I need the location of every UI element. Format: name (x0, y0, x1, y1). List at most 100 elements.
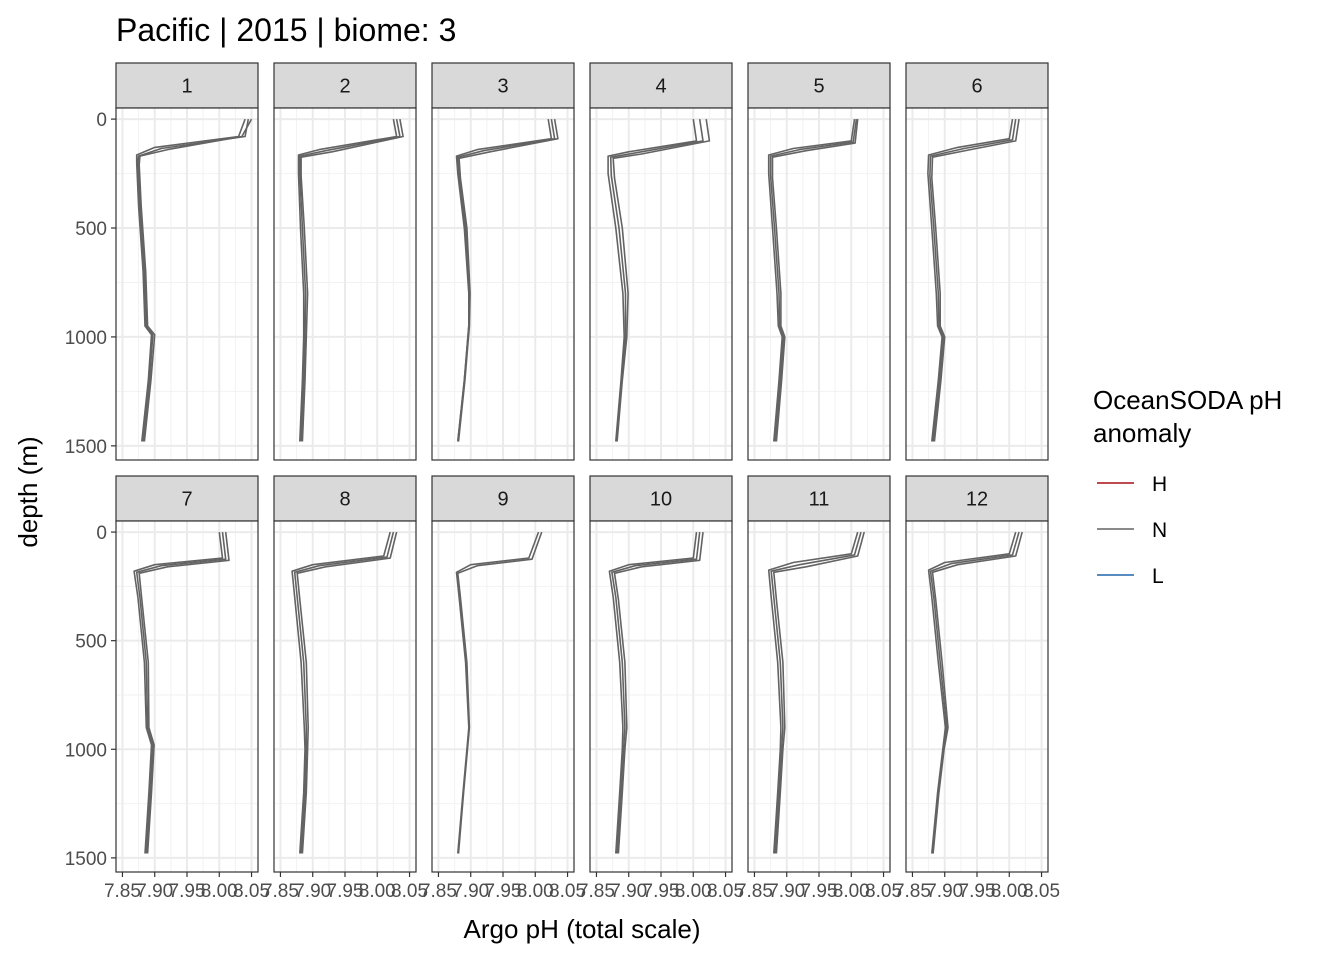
x-tick-label: 8.05 (707, 881, 744, 902)
ph-profile-line (767, 118, 856, 442)
ph-profile-line (929, 118, 1017, 442)
ph-profile-line (137, 118, 250, 442)
panel-grid (748, 521, 890, 872)
ph-profile-line (931, 531, 1023, 854)
facet-strip-label: 4 (655, 76, 666, 98)
ph-profile-line (138, 118, 253, 442)
panel-grid (748, 108, 890, 460)
x-tick-label: 8.00 (833, 881, 870, 902)
facet-strip (589, 475, 733, 522)
legend-item-L: L (1097, 565, 1164, 588)
facet-strip (747, 62, 891, 109)
x-tick-label: 7.90 (294, 881, 331, 902)
ph-profile-line (927, 118, 1014, 442)
chart-title: Pacific | 2015 | biome: 3 (116, 12, 456, 48)
x-tick-label: 8.00 (359, 881, 396, 902)
x-tick-label: 8.00 (517, 881, 554, 902)
panel-border (273, 107, 417, 461)
y-tick-label: 0 (96, 523, 107, 544)
ph-profile-line (930, 118, 1020, 442)
x-tick-label: 8.05 (865, 881, 902, 902)
facet-panel-2: 2 (273, 62, 417, 461)
ph-profile-line (608, 532, 698, 854)
panel-grid (116, 108, 258, 460)
facet-strip (273, 475, 417, 522)
y-tick-label: 1000 (65, 328, 107, 349)
legend-label: H (1152, 473, 1167, 496)
panel-border (747, 107, 891, 461)
x-tick-label: 8.05 (391, 881, 428, 902)
panel-grid (590, 108, 732, 460)
x-axis-title: Argo pH (total scale) (464, 914, 701, 944)
facet-panel-4: 4 (589, 62, 733, 461)
facet-strip-label: 11 (809, 489, 830, 511)
panel-border (905, 107, 1049, 461)
panel-grid (116, 521, 258, 872)
facet-panel-8: 8 7.857.907.958.008.05 (262, 475, 428, 902)
legend-item-N: N (1097, 519, 1167, 542)
x-tick-label: 8.00 (201, 881, 238, 902)
ph-profile-line (609, 118, 704, 442)
ph-profile-line (767, 531, 859, 854)
x-tick-label: 7.95 (485, 881, 522, 902)
legend-title-line: anomaly (1093, 418, 1191, 448)
facet-strip (747, 475, 891, 522)
ph-profile-line (770, 531, 862, 854)
x-tick-label: 7.90 (926, 881, 963, 902)
facet-panel-7: 7 0 500 1000 1500 7.857.907.958.008.05 (65, 475, 270, 902)
facet-strip-label: 8 (339, 489, 350, 511)
facet-panel-9: 9 7.857.907.958.008.05 (420, 475, 586, 902)
x-tick-label: 8.05 (549, 881, 586, 902)
x-tick-label: 7.90 (452, 881, 489, 902)
x-tick-label: 7.90 (610, 881, 647, 902)
x-tick-label: 7.85 (736, 881, 773, 902)
ph-profile-line (293, 531, 395, 854)
facet-panel-1: 1 0 500 1000 1500 (65, 62, 259, 461)
ph-profile-line (135, 118, 246, 442)
panel-grid (432, 108, 574, 460)
ph-profile-line (769, 118, 858, 442)
facet-panel-5: 5 (747, 62, 891, 461)
x-tick-label: 7.85 (578, 881, 615, 902)
x-tick-label: 7.95 (801, 881, 838, 902)
y-axis-title: depth (m) (13, 436, 43, 547)
x-tick-label: 8.00 (675, 881, 712, 902)
panel-border (115, 107, 259, 461)
x-tick-label: 7.90 (136, 881, 173, 902)
facet-strip-label: 3 (497, 76, 508, 98)
x-tick-label: 7.85 (894, 881, 931, 902)
facet-strip-label: 6 (971, 76, 982, 98)
facet-panel-11: 11 7.857.907.958.008.05 (736, 475, 902, 902)
ph-profile-line (607, 118, 698, 442)
panel-border (431, 107, 575, 461)
y-tick-label: 1000 (65, 740, 107, 761)
ph-profile-line (300, 118, 404, 442)
facet-strip (115, 62, 259, 109)
panel-grid (432, 521, 574, 872)
facet-strip (273, 62, 417, 109)
facet-strip-label: 5 (813, 76, 824, 98)
facet-strip-label: 2 (339, 76, 350, 98)
facet-panel-10: 10 7.857.907.958.008.05 (578, 475, 744, 902)
panel-border (589, 107, 733, 461)
facet-strip-label: 12 (966, 489, 988, 511)
x-tick-label: 8.00 (991, 881, 1028, 902)
x-tick-label: 7.90 (768, 881, 805, 902)
facet-panel-3: 3 (431, 62, 575, 461)
legend-title-line: OceanSODA pH (1093, 385, 1282, 415)
legend-item-H: H (1097, 473, 1167, 496)
x-tick-label: 7.95 (959, 881, 996, 902)
x-tick-label: 7.95 (643, 881, 680, 902)
ph-profile-line (138, 532, 230, 854)
facet-panel-12: 12 7.857.907.958.008.05 (894, 475, 1060, 902)
x-tick-label: 7.85 (262, 881, 299, 902)
y-tick-label: 0 (96, 110, 107, 131)
y-tick-label: 1500 (65, 437, 107, 458)
x-tick-label: 8.05 (1023, 881, 1060, 902)
panel-grid (274, 521, 416, 872)
legend-label: N (1152, 519, 1167, 542)
ph-profile-line (297, 118, 398, 442)
ph-profile-line (457, 118, 559, 442)
